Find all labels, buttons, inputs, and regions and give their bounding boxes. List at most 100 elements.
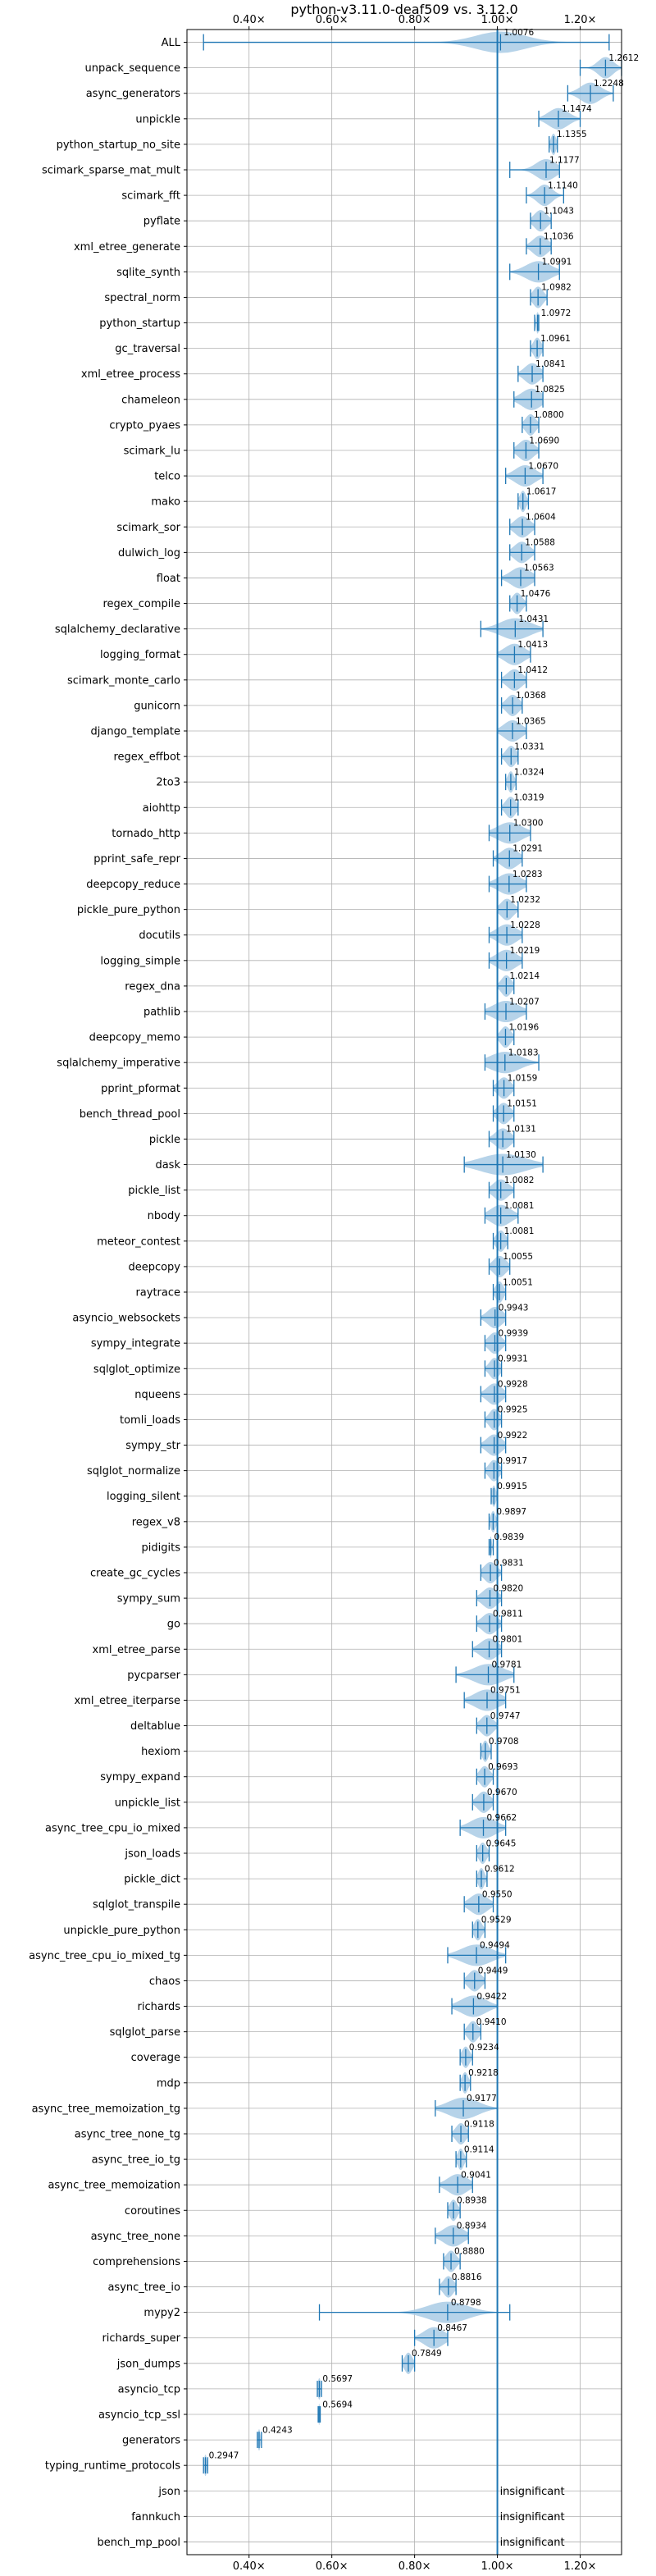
value-label: 0.9494	[480, 1941, 510, 1951]
category-label: async_tree_cpu_io_mixed_tg	[29, 1950, 180, 1962]
category-label: json	[157, 2486, 180, 2498]
category-label: scimark_sor	[116, 522, 180, 534]
category-label: mako	[151, 496, 180, 509]
category-label: generators	[122, 2435, 180, 2447]
category-label: 2to3	[156, 777, 180, 789]
value-label: 0.9234	[469, 2043, 499, 2053]
category-labels: ALL unpack_sequence async_generatorsunpick…	[29, 37, 187, 2549]
value-label: 0.9118	[464, 2119, 494, 2129]
value-label: 1.0800	[534, 410, 564, 420]
category-label: fannkuch	[131, 2511, 180, 2523]
category-label: async_tree_io_tg	[92, 2154, 180, 2167]
value-label: 1.0159	[508, 1074, 538, 1084]
category-label: go	[167, 1619, 180, 1631]
value-labels: 1.0076 1.2612 1.2248 1.1474 1.1355 1.1177 1.11…	[209, 28, 640, 2549]
x-tick-label-bottom: 0.60×	[316, 2560, 348, 2573]
category-label: sympy_integrate	[91, 1338, 180, 1350]
category-label: python_startup	[99, 317, 180, 330]
category-label: crypto_pyaes	[109, 419, 180, 432]
category-label: raytrace	[135, 1287, 180, 1299]
value-label: 1.0331	[514, 742, 544, 751]
value-label: 1.0131	[506, 1125, 536, 1135]
value-label: 1.0130	[506, 1150, 536, 1160]
category-label: sympy_sum	[117, 1593, 180, 1605]
category-label: pidigits	[142, 1541, 181, 1554]
value-label: 0.9931	[498, 1354, 528, 1364]
value-label: 0.9943	[499, 1303, 529, 1313]
category-label: bench_thread_pool	[80, 1108, 180, 1121]
value-label: 0.9820	[493, 1583, 523, 1593]
value-label: 1.0081	[504, 1201, 535, 1211]
category-label: xml_etree_process	[81, 368, 180, 381]
value-label: 1.2612	[608, 53, 639, 63]
grid-lines	[187, 30, 622, 2555]
value-label: 1.0319	[514, 793, 544, 803]
value-label: 0.8467	[437, 2323, 467, 2333]
value-label: 0.8934	[457, 2222, 487, 2231]
category-label: json_dumps	[116, 2358, 180, 2370]
value-label: 0.5697	[322, 2374, 353, 2384]
value-label: 0.9449	[478, 1966, 508, 1976]
category-label: scimark_lu	[124, 445, 180, 458]
category-label: async_tree_memoization_tg	[32, 2103, 180, 2115]
value-label: 1.0825	[535, 385, 565, 395]
value-label: 1.0690	[529, 436, 559, 445]
category-label: json_loads	[124, 1848, 180, 1861]
value-label: 1.0081	[504, 1226, 535, 1236]
x-tick-label-top: 0.60×	[316, 14, 348, 26]
category-label: float	[157, 573, 180, 585]
category-label: spectral_norm	[104, 292, 180, 304]
x-tick-label-bottom: 0.40×	[233, 2560, 266, 2573]
category-label: gc_traversal	[115, 343, 180, 355]
category-label: sqlite_synth	[116, 267, 180, 279]
category-label: unpickle	[135, 113, 180, 126]
value-label: 0.9410	[476, 2017, 507, 2027]
insignificant-label: insignificant	[500, 2537, 565, 2549]
value-label: 1.0413	[517, 640, 548, 650]
value-label: 1.0228	[510, 920, 540, 930]
category-label: deepcopy_reduce	[86, 879, 180, 891]
category-label: asyncio_tcp_ssl	[98, 2409, 180, 2422]
category-label: scimark_fft	[121, 190, 180, 203]
category-label: richards_super	[102, 2332, 180, 2345]
value-label: 1.0412	[517, 665, 548, 675]
value-label: 0.9708	[489, 1737, 519, 1747]
category-label: pickle_list	[128, 1185, 180, 1197]
category-label: regex_effbot	[113, 751, 180, 764]
value-label: 1.0051	[503, 1277, 533, 1287]
value-label: 0.9747	[490, 1711, 521, 1721]
value-label: 1.1355	[557, 130, 587, 139]
plot-frame	[186, 29, 622, 2555]
value-label: 1.0283	[512, 870, 543, 879]
value-label: 0.9550	[482, 1889, 512, 1899]
x-tick-label-top: 1.00×	[481, 14, 514, 26]
category-label: gunicorn	[134, 700, 180, 712]
value-label: 1.0431	[518, 614, 549, 624]
value-label: 0.9781	[492, 1660, 522, 1670]
value-label: 0.5694	[322, 2400, 353, 2409]
value-label: 0.9751	[490, 1686, 521, 1696]
value-label: 1.0991	[542, 258, 572, 267]
category-label: regex_v8	[132, 1516, 180, 1528]
value-label: 0.7849	[412, 2349, 442, 2359]
category-label: regex_compile	[102, 598, 180, 610]
category-label: pathlib	[144, 1007, 180, 1019]
category-label: mypy2	[144, 2307, 180, 2319]
category-label: comprehensions	[93, 2256, 180, 2268]
value-label: 1.0291	[512, 844, 543, 854]
category-label: chaos	[149, 1975, 180, 1988]
value-label: 1.0196	[508, 1022, 539, 1032]
value-label: 0.9529	[481, 1916, 512, 1925]
category-label: async_tree_memoization	[48, 2180, 180, 2192]
value-label: 1.0368	[516, 691, 546, 701]
value-label: 1.1036	[544, 232, 574, 242]
category-label: dask	[155, 1159, 180, 1172]
category-label: python_startup_no_site	[57, 139, 180, 151]
value-label: 0.9218	[468, 2068, 499, 2078]
value-label: 0.9928	[498, 1380, 528, 1390]
category-label: xml_etree_generate	[74, 241, 180, 253]
value-label: 1.1043	[544, 206, 574, 216]
value-label: 0.8880	[454, 2247, 485, 2257]
value-label: 0.9897	[496, 1507, 526, 1517]
